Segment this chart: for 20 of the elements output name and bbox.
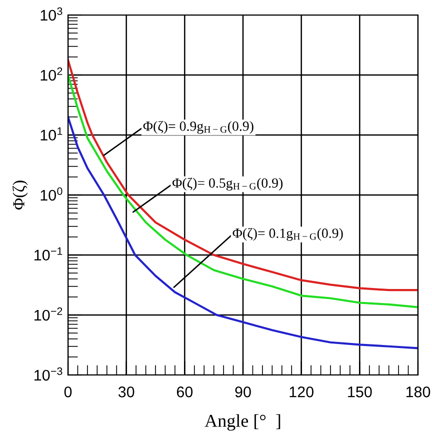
x-tick-label: 0 [64,386,72,398]
y-tick-label: 10$^{3}$ [40,7,62,21]
x-tick-label: 180 [406,386,430,398]
y-tick-label: 10$^{2}$ [40,67,62,81]
y-tick-label: 10$^{−1}$ [34,247,62,261]
annotation: Φ(ζ)= 0.1g$_{H−G}$(0.9) [232,228,343,241]
x-tick-label: 90 [235,386,251,398]
y-tick-label: 10$^{−3}$ [34,367,62,381]
line-series [68,116,418,350]
x-tick-label: 120 [290,386,314,398]
x-tick-label: 150 [348,386,372,398]
annotation: Φ(ζ)= 0.5g$_{H−G}$(0.9) [172,178,283,191]
y-tick-label: 10$^{−2}$ [34,307,62,321]
y-axis-title: Φ(ζ) [12,180,28,210]
x-axis-title: Angle [° ] [204,414,280,431]
y-tick-label: 10$^{0}$ [40,187,62,201]
y-tick-label: 10$^{1}$ [40,127,62,141]
annotation: Φ(ζ)= 0.9g$_{H−G}$(0.9) [143,121,254,134]
x-tick-label: 30 [118,386,134,398]
x-tick-label: 60 [176,386,193,398]
